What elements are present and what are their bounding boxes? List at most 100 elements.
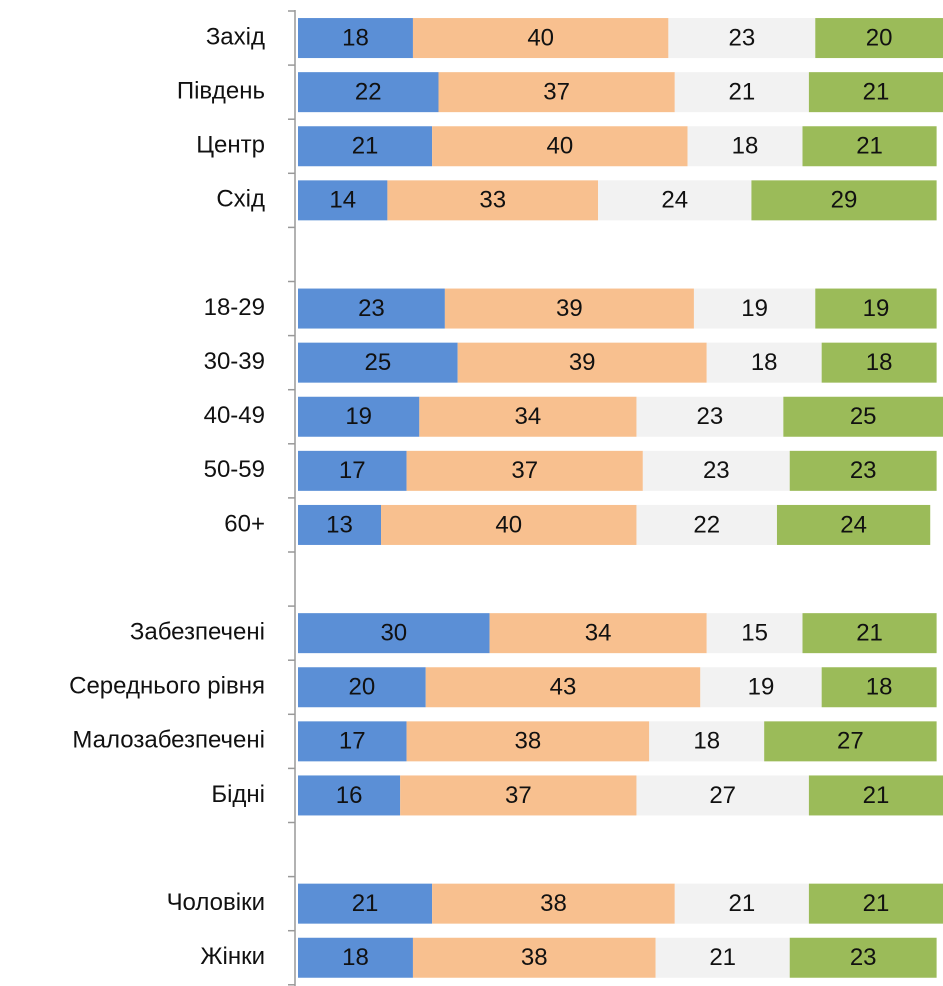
bar-segment (789, 937, 937, 978)
bar-segment (419, 396, 637, 437)
bar-segment (298, 721, 407, 762)
category-label: Забезпечені (130, 618, 265, 645)
value-label: 22 (355, 78, 382, 105)
bar-segment (636, 396, 784, 437)
bar-segment (700, 667, 822, 708)
bar-segment (815, 288, 937, 329)
value-label: 37 (505, 782, 532, 809)
value-label: 18 (732, 133, 759, 160)
value-label: 39 (569, 349, 596, 376)
value-label: 27 (837, 728, 864, 755)
bar-segment (298, 450, 407, 491)
bar-segment (298, 180, 388, 221)
category-label: 60+ (224, 510, 265, 537)
value-label: 21 (856, 619, 883, 646)
bar-segment (298, 72, 439, 113)
bar-segment (808, 883, 943, 924)
value-label: 15 (741, 619, 768, 646)
value-label: 23 (703, 457, 730, 484)
bar-segment (489, 613, 707, 654)
value-label: 23 (358, 295, 385, 322)
bar-segment (298, 775, 401, 816)
bar-segment (706, 613, 803, 654)
value-label: 37 (543, 78, 570, 105)
bar-segment (298, 126, 433, 167)
bar-segment (674, 72, 809, 113)
value-label: 22 (693, 511, 720, 538)
value-label: 16 (336, 782, 363, 809)
value-label: 23 (728, 24, 755, 51)
bar-segment (668, 18, 816, 59)
bar-segment (425, 667, 701, 708)
value-label: 13 (326, 511, 353, 538)
value-label: 14 (329, 187, 356, 214)
value-label: 25 (364, 349, 391, 376)
bar-segment (298, 667, 426, 708)
bar-segment (815, 18, 943, 59)
value-label: 34 (515, 403, 542, 430)
value-label: 30 (380, 619, 407, 646)
value-label: 38 (521, 944, 548, 971)
value-label: 18 (693, 728, 720, 755)
bar-segment (706, 342, 822, 383)
value-label: 23 (850, 457, 877, 484)
value-label: 19 (345, 403, 372, 430)
bar-segment (400, 775, 637, 816)
bar-segment (776, 504, 931, 545)
category-label: Центр (196, 132, 265, 159)
category-label: 50-59 (204, 456, 265, 483)
value-label: 19 (741, 295, 768, 322)
bar-segment (298, 18, 413, 59)
bar-segment (674, 883, 809, 924)
category-label: Середнього рівня (69, 673, 265, 700)
bar-segment (642, 450, 790, 491)
bar-segment (298, 288, 445, 329)
value-label: 34 (585, 619, 612, 646)
bar-segment (298, 342, 458, 383)
value-label: 21 (352, 890, 379, 917)
value-label: 21 (863, 782, 890, 809)
bar-segment (412, 18, 669, 59)
bar-segment (802, 126, 937, 167)
bar-segment (783, 396, 943, 437)
value-label: 17 (339, 728, 366, 755)
category-label: Захід (206, 23, 265, 50)
value-label: 19 (748, 674, 775, 701)
category-label: 18-29 (204, 294, 265, 321)
value-label: 23 (850, 944, 877, 971)
value-label: 24 (661, 187, 688, 214)
bar-segment (636, 504, 777, 545)
value-label: 17 (339, 457, 366, 484)
bar-segment (821, 342, 937, 383)
category-label: Південь (177, 77, 265, 104)
category-label: Чоловіки (167, 889, 265, 916)
bar-segment (406, 721, 650, 762)
bar-segment (802, 613, 937, 654)
category-label: Жінки (200, 943, 265, 970)
bar-segment (444, 288, 694, 329)
category-label: Малозабезпечені (72, 727, 265, 754)
category-label: Схід (216, 186, 265, 213)
bar-segment (298, 937, 413, 978)
value-label: 21 (728, 78, 755, 105)
category-label: Бідні (211, 781, 265, 808)
value-label: 43 (550, 674, 577, 701)
value-label: 27 (709, 782, 736, 809)
bar-segment (457, 342, 707, 383)
value-label: 21 (863, 890, 890, 917)
value-label: 39 (556, 295, 583, 322)
value-label: 21 (856, 133, 883, 160)
value-label: 18 (342, 24, 369, 51)
bar-segment (432, 126, 688, 167)
value-label: 20 (349, 674, 376, 701)
bar-segment (406, 450, 643, 491)
bar-segment (412, 937, 656, 978)
bar-segment (381, 504, 637, 545)
value-label: 40 (546, 133, 573, 160)
bar-segment (808, 775, 943, 816)
bar-segment (636, 775, 809, 816)
bar-segment (808, 72, 943, 113)
bar-segment (432, 883, 675, 924)
bar-segment (751, 180, 937, 221)
